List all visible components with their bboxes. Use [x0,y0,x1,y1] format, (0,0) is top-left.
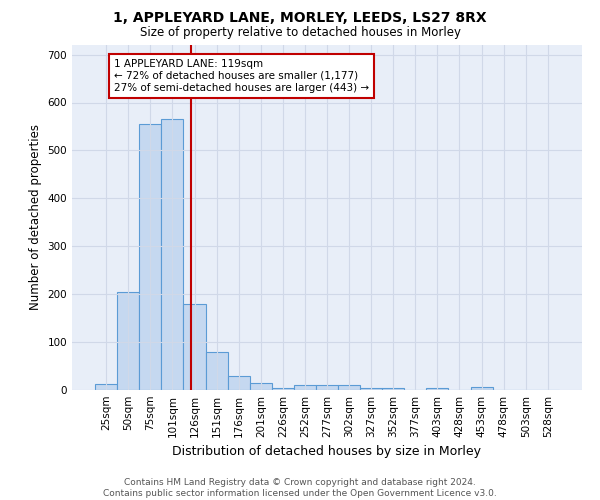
Text: Size of property relative to detached houses in Morley: Size of property relative to detached ho… [139,26,461,39]
Bar [250,384,272,390]
Bar [427,388,448,390]
Bar [382,388,404,390]
X-axis label: Distribution of detached houses by size in Morley: Distribution of detached houses by size … [173,446,482,458]
Bar [272,388,294,390]
Bar [139,124,161,390]
Bar [95,384,117,390]
Bar [294,385,316,390]
Text: 1, APPLEYARD LANE, MORLEY, LEEDS, LS27 8RX: 1, APPLEYARD LANE, MORLEY, LEEDS, LS27 8… [113,11,487,25]
Y-axis label: Number of detached properties: Number of detached properties [29,124,42,310]
Bar [338,385,360,390]
Bar [470,387,493,390]
Bar [360,388,382,390]
Bar [227,376,250,390]
Bar [184,304,206,390]
Bar [161,120,184,390]
Text: 1 APPLEYARD LANE: 119sqm
← 72% of detached houses are smaller (1,177)
27% of sem: 1 APPLEYARD LANE: 119sqm ← 72% of detach… [114,60,369,92]
Bar [117,292,139,390]
Text: Contains HM Land Registry data © Crown copyright and database right 2024.
Contai: Contains HM Land Registry data © Crown c… [103,478,497,498]
Bar [316,385,338,390]
Bar [206,352,227,390]
